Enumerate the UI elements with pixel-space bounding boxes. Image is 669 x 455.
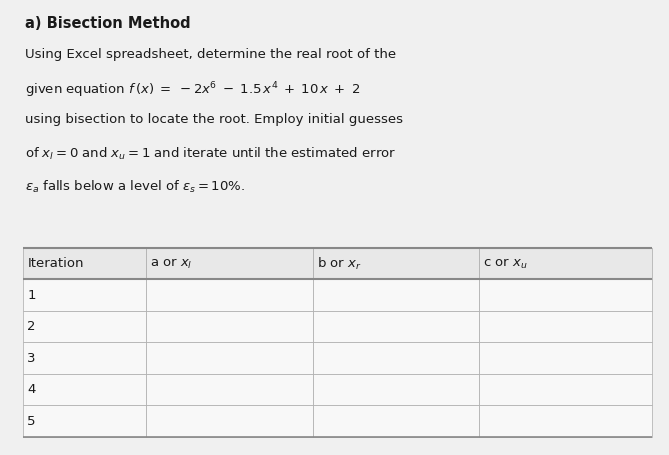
Bar (479, 279, 652, 311)
Text: Iteration: Iteration (27, 257, 84, 270)
Bar (312, 374, 479, 405)
Bar (312, 279, 479, 311)
Text: b or $x_r$: b or $x_r$ (316, 256, 361, 272)
Bar (312, 405, 479, 437)
Bar (23, 342, 146, 374)
Bar (23, 311, 146, 342)
Bar (479, 248, 652, 279)
Bar (479, 342, 652, 374)
Bar (312, 311, 479, 342)
Text: of $x_l = 0$ and $x_u = 1$ and iterate until the estimated error: of $x_l = 0$ and $x_u = 1$ and iterate u… (25, 146, 397, 162)
Text: a or $x_l$: a or $x_l$ (150, 257, 193, 271)
Text: 2: 2 (27, 320, 36, 333)
Text: 3: 3 (27, 352, 36, 364)
Bar (23, 279, 146, 311)
Bar (479, 405, 652, 437)
Bar (146, 279, 312, 311)
Bar (146, 248, 312, 279)
Text: a) Bisection Method: a) Bisection Method (25, 16, 191, 31)
Text: c or $x_u$: c or $x_u$ (483, 257, 528, 271)
Bar (146, 311, 312, 342)
Bar (312, 342, 479, 374)
Text: 4: 4 (27, 383, 36, 396)
Text: 5: 5 (27, 415, 36, 428)
Text: given equation $f\,(x)\;=\;-2x^6\;-\;1.5\,x^4\;+\;10\,x\;+\;2$: given equation $f\,(x)\;=\;-2x^6\;-\;1.5… (25, 81, 361, 100)
Text: using bisection to locate the root. Employ initial guesses: using bisection to locate the root. Empl… (25, 113, 403, 126)
Bar (146, 342, 312, 374)
Text: 1: 1 (27, 288, 36, 302)
Bar (146, 374, 312, 405)
Bar (312, 248, 479, 279)
Bar (479, 374, 652, 405)
Bar (23, 248, 146, 279)
Bar (479, 311, 652, 342)
Bar (146, 405, 312, 437)
Bar (23, 374, 146, 405)
Bar (23, 405, 146, 437)
Text: Using Excel spreadsheet, determine the real root of the: Using Excel spreadsheet, determine the r… (25, 48, 397, 61)
Text: $\varepsilon_a$ falls below a level of $\varepsilon_s = 10\%$.: $\varepsilon_a$ falls below a level of $… (25, 179, 246, 195)
